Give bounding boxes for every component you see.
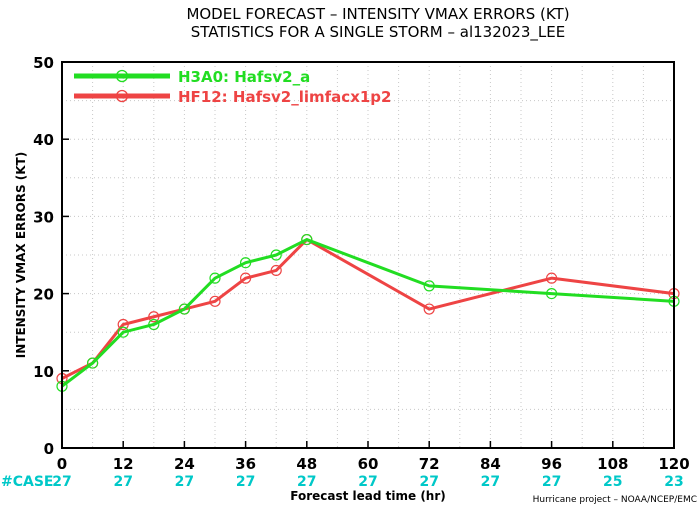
x-tick-label: 12 bbox=[113, 455, 134, 473]
case-count: 27 bbox=[297, 474, 316, 490]
legend-swatch-marker bbox=[115, 89, 129, 103]
y-tick-label: 10 bbox=[33, 363, 54, 381]
credit-text: Hurricane project – NOAA/NCEP/EMC bbox=[533, 495, 697, 505]
x-tick-label: 48 bbox=[296, 455, 317, 473]
x-tick-label: 84 bbox=[480, 455, 501, 473]
x-tick-label: 36 bbox=[235, 455, 256, 473]
case-count: 25 bbox=[603, 474, 622, 490]
series-group bbox=[56, 233, 680, 385]
y-tick-label: 50 bbox=[33, 54, 54, 72]
series-line bbox=[61, 238, 675, 388]
case-count: 27 bbox=[358, 474, 377, 490]
data-point bbox=[86, 357, 99, 369]
case-label: #CASE bbox=[1, 474, 54, 490]
case-count: 27 bbox=[175, 474, 194, 490]
x-tick-label: 24 bbox=[174, 455, 195, 473]
x-tick-label: 96 bbox=[541, 455, 562, 473]
legend-label: H3A0: Hafsv2_a bbox=[178, 68, 310, 86]
legend-swatch-marker bbox=[115, 69, 129, 83]
data-point bbox=[240, 272, 252, 284]
case-count: 27 bbox=[113, 474, 132, 490]
data-point bbox=[270, 264, 282, 277]
data-point bbox=[240, 257, 252, 269]
data-point bbox=[423, 280, 435, 292]
x-tick-label: 72 bbox=[419, 455, 440, 473]
series-layer bbox=[56, 233, 680, 392]
data-point bbox=[301, 233, 313, 246]
x-axis-ticks: 0 12 24 36 48 60 72 84 96 108 120 bbox=[57, 441, 690, 473]
case-count: 27 bbox=[52, 474, 71, 490]
data-point bbox=[117, 318, 129, 331]
y-axis-label: INTENSITY VMAX ERRORS (KT) bbox=[14, 152, 28, 358]
x-tick-label: 0 bbox=[57, 455, 67, 473]
case-count: 23 bbox=[664, 474, 683, 490]
x-tick-label: 120 bbox=[658, 455, 689, 473]
data-point bbox=[148, 311, 160, 323]
data-point bbox=[117, 326, 129, 338]
data-point bbox=[148, 318, 160, 331]
y-axis-ticks: 0 10 20 30 40 50 bbox=[33, 54, 69, 458]
y-tick-label: 30 bbox=[33, 208, 54, 226]
data-point bbox=[209, 295, 221, 307]
case-count: 27 bbox=[481, 474, 500, 490]
case-count: 27 bbox=[542, 474, 561, 490]
x-tick-label: 108 bbox=[597, 455, 628, 473]
legend: H3A0: Hafsv2_a HF12: Hafsv2_limfacx1p2 bbox=[74, 68, 391, 106]
legend-label: HF12: Hafsv2_limfacx1p2 bbox=[178, 88, 391, 106]
data-point bbox=[178, 303, 190, 315]
case-count: 27 bbox=[236, 474, 255, 490]
data-point bbox=[545, 288, 558, 300]
data-point bbox=[545, 272, 558, 284]
case-count: 27 bbox=[419, 474, 438, 490]
x-tick-label: 60 bbox=[358, 455, 379, 473]
y-tick-label: 20 bbox=[33, 286, 54, 304]
grid bbox=[62, 62, 674, 448]
series-line bbox=[61, 238, 675, 380]
y-tick-label: 40 bbox=[33, 131, 54, 149]
chart-title: MODEL FORECAST – INTENSITY VMAX ERRORS (… bbox=[186, 5, 569, 23]
data-point bbox=[270, 249, 282, 261]
case-counts: 27 27 27 27 27 27 27 27 27 25 23 bbox=[52, 474, 683, 490]
x-axis-label: Forecast lead time (hr) bbox=[290, 489, 446, 503]
chart-subtitle: STATISTICS FOR A SINGLE STORM – al132023… bbox=[191, 23, 565, 42]
y-tick-label: 0 bbox=[44, 440, 54, 458]
data-point bbox=[209, 272, 221, 284]
series-group bbox=[56, 233, 680, 392]
data-point bbox=[423, 303, 435, 315]
